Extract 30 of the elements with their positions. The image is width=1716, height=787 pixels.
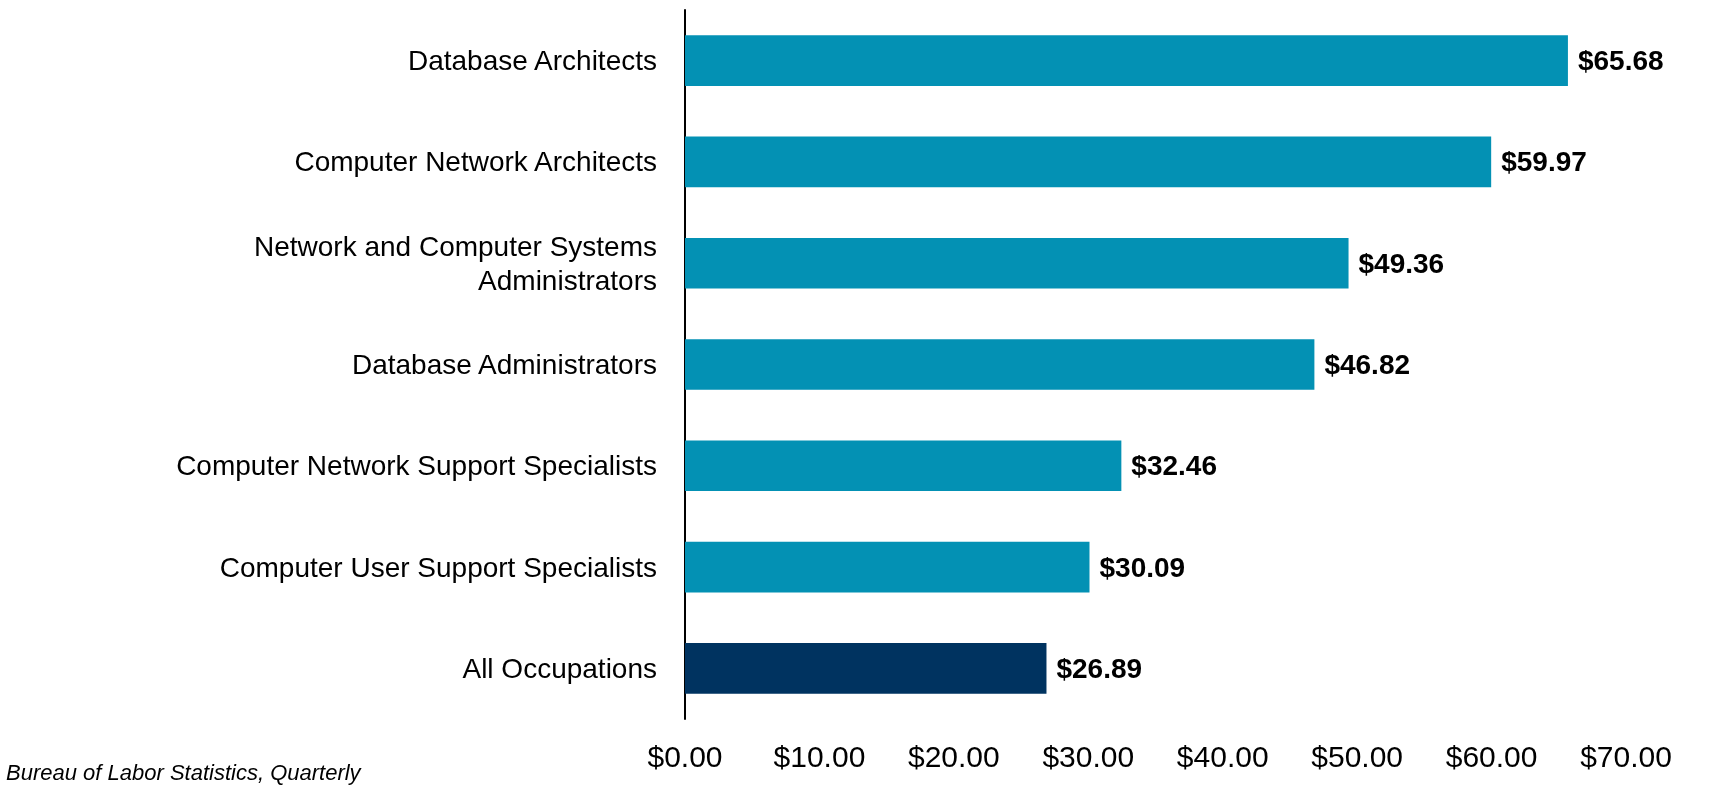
bar — [685, 237, 1349, 289]
bar — [685, 35, 1568, 86]
x-tick-label: $20.00 — [907, 739, 1000, 773]
data-label: $32.46 — [1131, 450, 1217, 482]
data-label: $65.68 — [1577, 45, 1664, 77]
data-label: $49.36 — [1358, 247, 1445, 279]
x-tick-label: $10.00 — [773, 739, 866, 773]
y-tick-label: All Occupations — [462, 652, 657, 684]
data-label: $26.89 — [1056, 652, 1143, 684]
bar — [685, 440, 1122, 492]
y-tick-label: Computer Network Support Specialists — [176, 450, 657, 482]
x-tick-label: $0.00 — [647, 739, 723, 773]
y-tick-label: Database Administrators — [351, 349, 657, 380]
bar — [685, 339, 1315, 390]
data-label: $59.97 — [1501, 146, 1587, 178]
text: Bureau of Labor Statistics, Quarterly — [6, 759, 363, 785]
data-label: $46.82 — [1324, 349, 1411, 380]
y-tick-label: Database Architects — [407, 45, 657, 77]
y-tick-label: Computer Network Architects — [294, 146, 657, 178]
bar — [685, 136, 1492, 188]
data-label: $30.09 — [1099, 551, 1186, 583]
y-tick-label: Network and Computer Systems Administrators — [253, 230, 657, 296]
bar — [685, 541, 1090, 593]
x-tick-label: $70.00 — [1580, 739, 1672, 773]
x-tick-label: $50.00 — [1311, 739, 1404, 773]
x-tick-label: $60.00 — [1445, 739, 1538, 773]
y-tick-label: Computer User Support Specialists — [219, 551, 657, 583]
x-tick-label: $30.00 — [1042, 739, 1135, 773]
bar — [685, 643, 1047, 694]
x-tick-label: $40.00 — [1176, 739, 1269, 773]
